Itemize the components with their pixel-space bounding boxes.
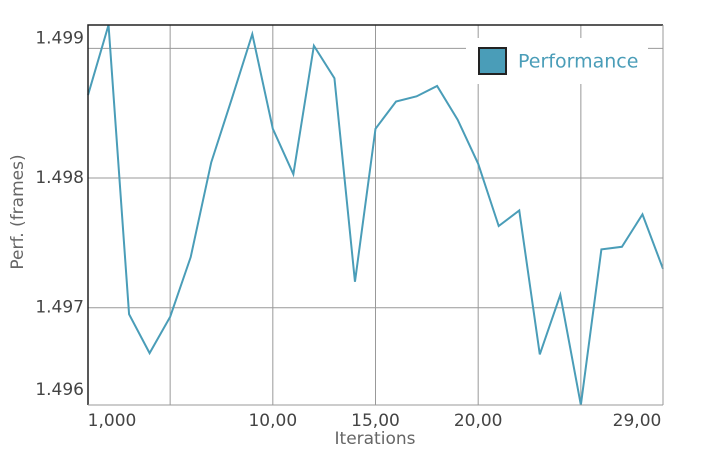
x-tick-label: 20,00 — [454, 411, 503, 431]
legend-label: Performance — [518, 51, 638, 73]
plot-frame — [87, 24, 663, 405]
legend-swatch — [478, 47, 507, 75]
x-tick-label: 1,000 — [88, 411, 137, 431]
y-axis-label: Perf. (frames) — [8, 154, 28, 269]
y-tick-label: 1.498 — [35, 168, 84, 188]
x-axis-label: Iterations — [335, 429, 416, 449]
data-line — [87, 24, 664, 406]
x-tick-label: 15,00 — [351, 411, 400, 431]
y-tick-label: 1.496 — [35, 380, 84, 400]
x-tick-label: 29,00 — [613, 411, 662, 431]
x-tick-label: 10,00 — [248, 411, 297, 431]
y-tick-label: 1.499 — [35, 28, 84, 48]
y-tick-label: 1.497 — [35, 298, 84, 318]
